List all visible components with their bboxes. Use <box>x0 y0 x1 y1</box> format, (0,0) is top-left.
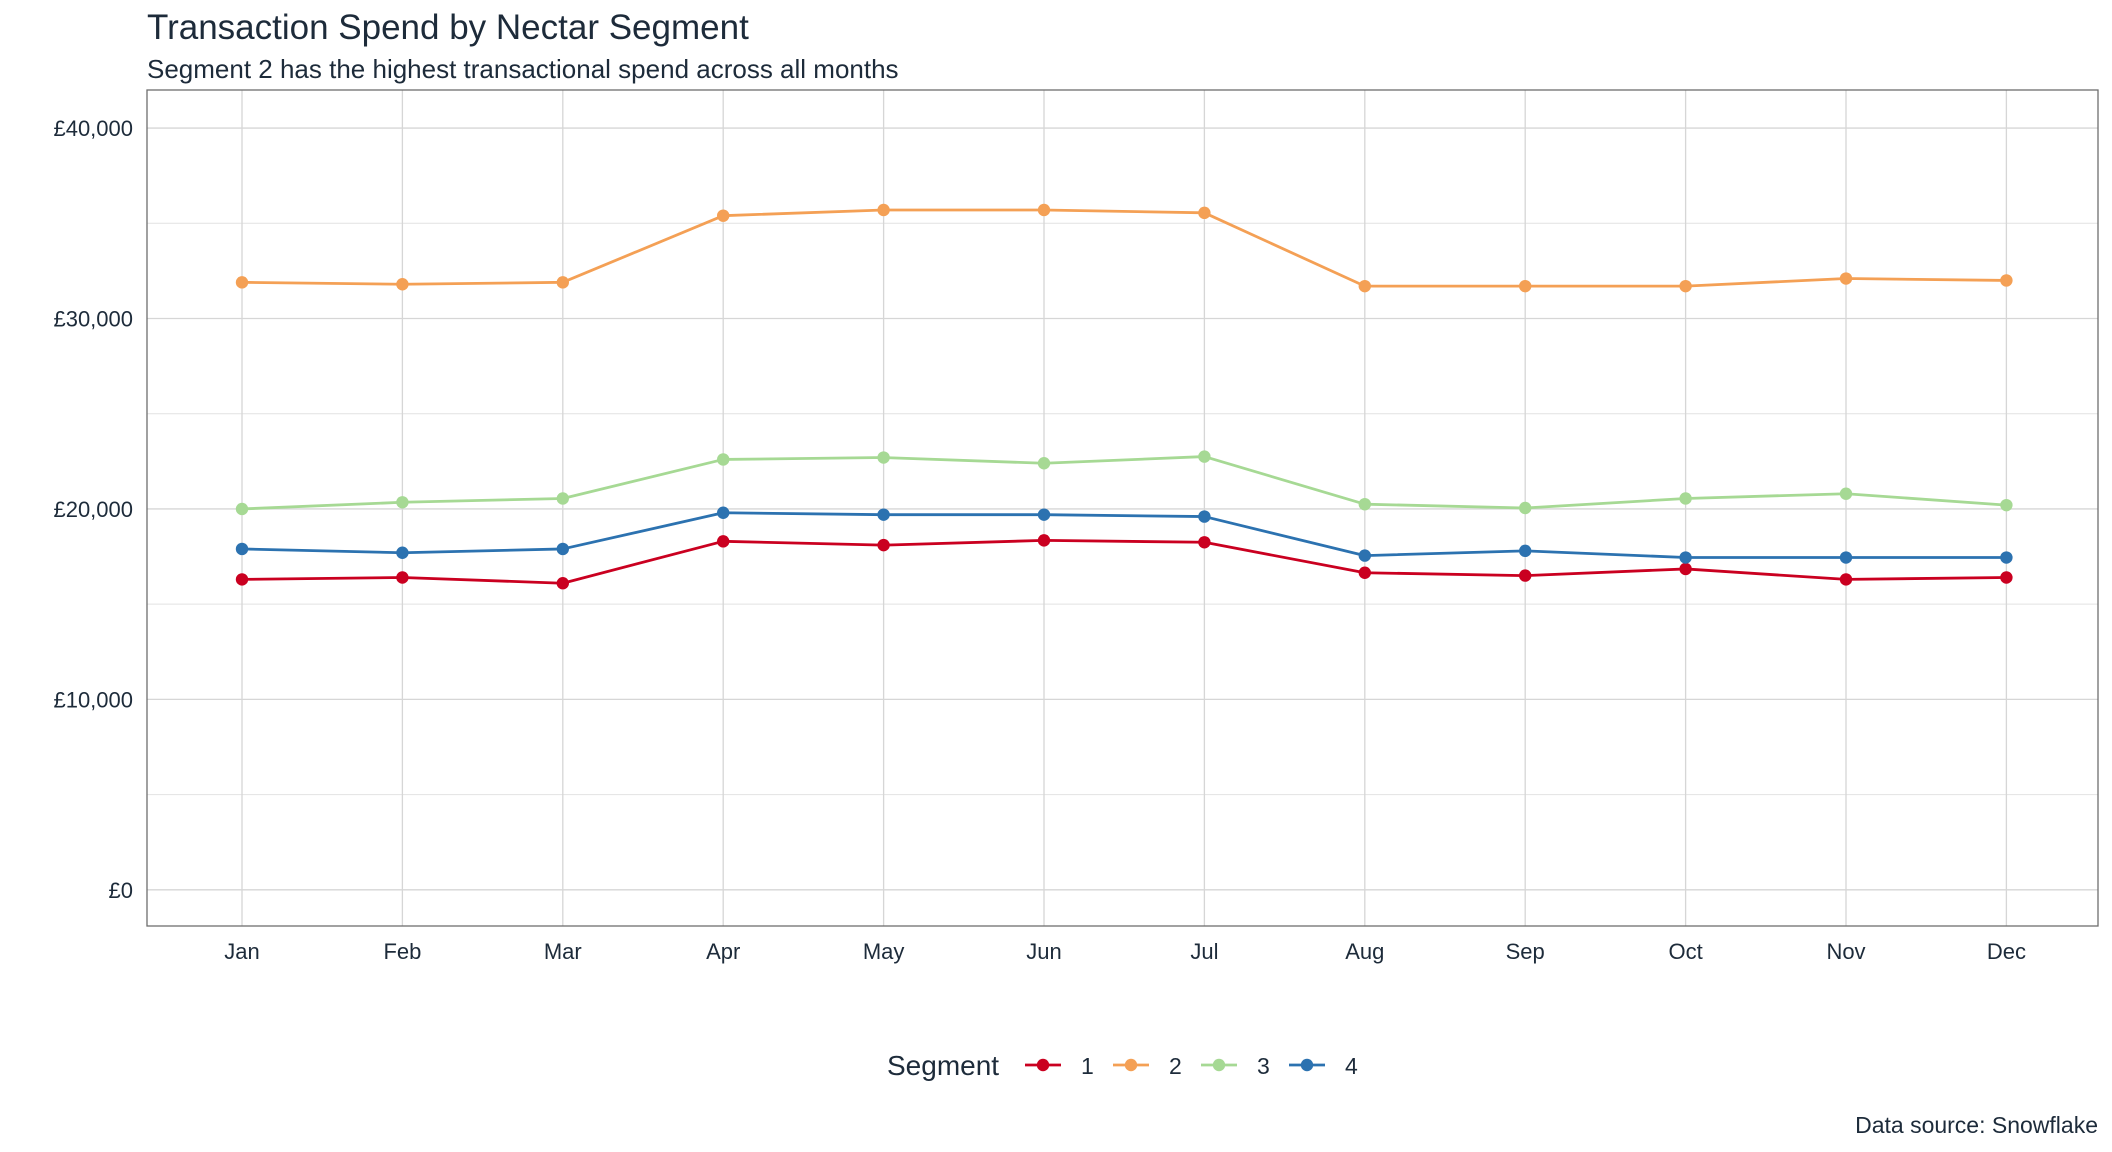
data-point <box>1519 569 1532 582</box>
data-point <box>1679 562 1692 576</box>
series-line <box>241 538 2007 585</box>
x-tick-label: Oct <box>1668 939 1702 964</box>
data-point <box>877 203 890 217</box>
data-point <box>877 451 890 464</box>
series-3 <box>235 450 2013 516</box>
data-point <box>717 506 730 519</box>
data-point <box>717 453 730 466</box>
data-point <box>556 542 569 556</box>
data-point <box>556 276 569 289</box>
data-point <box>2000 551 2013 564</box>
legend-item-1: 1 <box>1025 1053 1094 1079</box>
data-point <box>1037 203 1051 217</box>
data-point <box>235 573 249 586</box>
series-line <box>241 455 2007 511</box>
legend-key-point <box>1300 1058 1314 1072</box>
x-tick-label: Aug <box>1345 939 1384 964</box>
legend-key-point <box>1036 1058 1050 1072</box>
y-axis: £0 £10,000 £20,000 £30,000 £40,000 <box>53 116 133 903</box>
data-point <box>1519 544 1532 558</box>
y-tick-label: £40,000 <box>53 116 133 141</box>
chart-title: Transaction Spend by Nectar Segment <box>147 8 749 47</box>
data-point <box>235 542 249 556</box>
data-point <box>1358 566 1372 579</box>
x-axis: Jan Feb Mar Apr May Jun Jul Aug Sep Oct Nov Dec <box>224 939 2026 964</box>
data-point <box>1358 497 1372 511</box>
data-point <box>1358 279 1372 293</box>
x-tick-label: Nov <box>1826 939 1865 964</box>
data-point <box>1519 501 1532 515</box>
data-point <box>717 209 730 222</box>
data-point <box>1037 508 1051 521</box>
legend-item-4: 4 <box>1289 1053 1358 1079</box>
data-point <box>1679 551 1692 564</box>
data-point <box>556 577 569 590</box>
legend: Segment 1 2 3 4 <box>887 1050 1358 1081</box>
data-point <box>396 496 409 509</box>
chart-caption: Data source: Snowflake <box>1855 1112 2098 1138</box>
series-line <box>241 511 2007 559</box>
y-tick-label: £30,000 <box>53 307 133 332</box>
plot-panel-border <box>146 89 2099 927</box>
x-tick-label: Jul <box>1190 939 1218 964</box>
data-point <box>396 571 409 584</box>
data-point <box>235 502 249 516</box>
data-point <box>396 278 409 291</box>
y-tick-label: £10,000 <box>53 687 133 712</box>
x-tick-label: Dec <box>1987 939 2026 964</box>
legend-label: 1 <box>1081 1053 1094 1079</box>
series-layer <box>235 203 2013 590</box>
data-point <box>1198 206 1211 220</box>
data-point <box>1037 534 1051 547</box>
legend-label: 2 <box>1169 1053 1182 1079</box>
x-tick-label: Mar <box>544 939 582 964</box>
data-point <box>1679 279 1692 293</box>
legend-title: Segment <box>887 1050 999 1081</box>
x-tick-label: Apr <box>706 939 740 964</box>
data-point <box>2000 274 2013 287</box>
data-point <box>1037 457 1051 470</box>
data-point <box>717 535 730 548</box>
x-tick-label: Jan <box>224 939 259 964</box>
data-point <box>1839 487 1853 500</box>
legend-item-3: 3 <box>1201 1053 1270 1079</box>
x-tick-label: Feb <box>383 939 421 964</box>
legend-label: 4 <box>1345 1053 1358 1079</box>
x-tick-label: Jun <box>1026 939 1061 964</box>
data-point <box>1839 551 1853 564</box>
legend-key-point <box>1212 1058 1226 1072</box>
legend-item-2: 2 <box>1113 1053 1182 1079</box>
data-point <box>235 276 249 289</box>
x-tick-label: May <box>863 939 905 964</box>
data-point <box>1198 450 1211 463</box>
data-point <box>1839 573 1853 586</box>
data-point <box>2000 498 2013 512</box>
data-point <box>1358 549 1372 562</box>
data-point <box>1839 272 1853 285</box>
data-point <box>1198 510 1211 523</box>
legend-key-point <box>1124 1058 1138 1072</box>
series-4 <box>235 506 2013 564</box>
data-point <box>1198 536 1211 549</box>
y-tick-label: £0 <box>109 878 133 903</box>
x-tick-label: Sep <box>1506 939 1545 964</box>
data-point <box>1679 492 1692 505</box>
series-2 <box>235 203 2013 293</box>
data-point <box>1519 279 1532 293</box>
data-point <box>877 508 890 521</box>
data-point <box>556 492 569 505</box>
series-line <box>241 208 2007 288</box>
legend-label: 3 <box>1257 1053 1270 1079</box>
grid-lines <box>147 90 2098 926</box>
series-1 <box>235 534 2013 590</box>
data-point <box>2000 571 2013 584</box>
chart-subtitle: Segment 2 has the highest transactional … <box>147 54 899 84</box>
data-point <box>877 538 890 552</box>
data-point <box>396 546 409 559</box>
y-tick-label: £20,000 <box>53 497 133 522</box>
